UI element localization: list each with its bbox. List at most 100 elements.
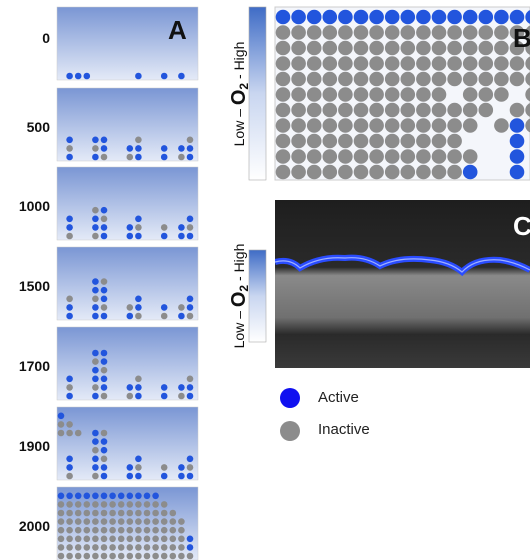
cell [92, 224, 99, 231]
cell [400, 133, 416, 149]
cell [57, 429, 65, 437]
cell [160, 464, 168, 471]
cell [66, 145, 73, 152]
cell [152, 501, 159, 508]
cell [447, 164, 462, 180]
cell [322, 102, 338, 118]
cell [160, 384, 168, 391]
cell [291, 9, 306, 25]
cell [186, 455, 194, 463]
cell [92, 136, 99, 144]
cell [92, 544, 99, 551]
cell [291, 164, 306, 180]
cell [100, 349, 108, 357]
cell [400, 87, 416, 102]
cell [126, 224, 134, 231]
cell [100, 232, 108, 240]
cell [431, 40, 447, 56]
cell [57, 535, 65, 543]
cell [462, 87, 478, 102]
cell [525, 72, 530, 86]
cell [109, 509, 116, 517]
cell [66, 518, 73, 525]
cell [275, 40, 291, 56]
cell [353, 71, 369, 87]
cell [447, 102, 462, 118]
cell [509, 56, 525, 71]
cell [92, 438, 99, 445]
cell [117, 518, 125, 525]
cell [384, 164, 400, 180]
cell [525, 25, 530, 40]
cell [83, 552, 91, 560]
cell [306, 87, 322, 102]
cell [160, 392, 168, 400]
cell [462, 71, 478, 87]
cell [291, 56, 306, 71]
cell [92, 472, 99, 480]
cell [74, 544, 82, 551]
cell [100, 312, 108, 320]
cell [100, 509, 108, 517]
cell [66, 215, 73, 223]
colorbar-label: Low – O2 - High [228, 42, 251, 147]
cell [135, 455, 142, 463]
cell [66, 232, 73, 240]
cells [66, 349, 194, 400]
cell [100, 145, 108, 152]
cell [143, 535, 151, 543]
cell [178, 145, 185, 152]
cell [306, 149, 322, 164]
cell [186, 535, 194, 543]
cell [126, 544, 134, 551]
cell [117, 509, 125, 517]
cell [100, 358, 108, 365]
cell [275, 133, 291, 149]
cell [178, 464, 185, 471]
cell [66, 535, 73, 543]
cell [291, 149, 306, 164]
cell [322, 133, 338, 149]
cell [109, 492, 116, 500]
cell [353, 25, 369, 40]
cell [525, 41, 530, 55]
cell [169, 552, 177, 560]
cell [126, 552, 134, 560]
cell [92, 312, 99, 320]
cell [369, 164, 384, 180]
cells [66, 278, 194, 320]
cell [66, 375, 73, 383]
cell [291, 25, 306, 40]
cell [66, 552, 73, 560]
panel-c-image [275, 200, 530, 368]
cell [509, 9, 525, 25]
cell [92, 384, 99, 391]
cell [100, 526, 108, 534]
cell [178, 232, 185, 240]
cell [92, 446, 99, 454]
cell [462, 164, 478, 180]
cell [92, 392, 99, 400]
cell [126, 518, 134, 525]
cell [66, 492, 73, 500]
cell [117, 552, 125, 560]
cell [186, 375, 194, 383]
cell [338, 56, 353, 71]
cell [135, 384, 142, 391]
cell [135, 501, 142, 508]
cell [100, 472, 108, 480]
cell [143, 544, 151, 551]
cell [275, 118, 291, 133]
cell [92, 232, 99, 240]
cell [57, 544, 65, 551]
time-label: 1900 [19, 438, 50, 454]
cell [384, 71, 400, 87]
cell [117, 544, 125, 551]
cell [135, 153, 142, 161]
cell [416, 56, 431, 71]
cell [117, 501, 125, 508]
cell [135, 472, 142, 480]
cell [92, 145, 99, 152]
cell [126, 232, 134, 240]
cell [494, 25, 509, 40]
